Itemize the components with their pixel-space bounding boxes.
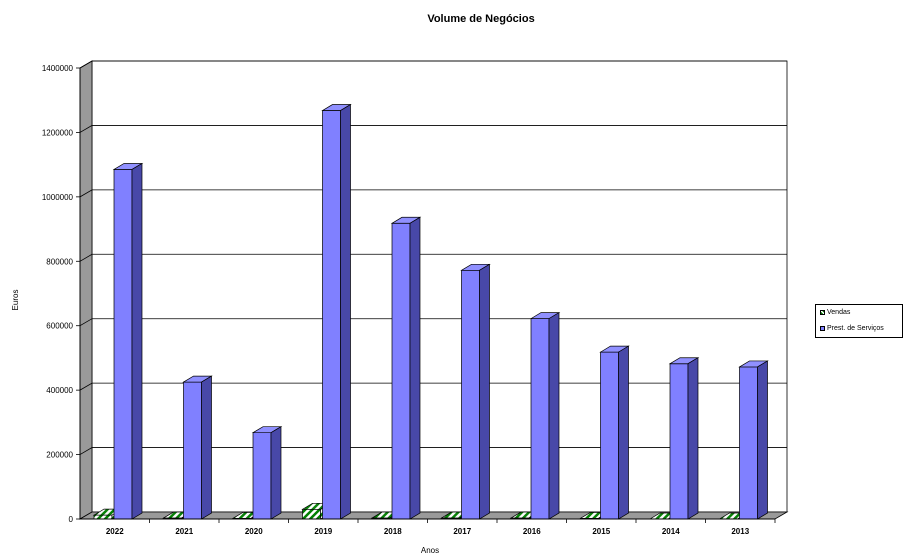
bar-prest-servicos-side xyxy=(409,216,421,520)
legend-item-vendas: Vendas xyxy=(820,309,850,316)
y-tick-label: 1000000 xyxy=(42,193,74,202)
bar-prest-servicos-side xyxy=(618,345,629,520)
bar-prest-servicos-side xyxy=(270,426,282,520)
bar-prest-servicos xyxy=(530,318,550,520)
bar-prest-servicos-side xyxy=(201,375,212,520)
x-tick-label: 2020 xyxy=(245,527,263,536)
y-tick-label: 800000 xyxy=(46,257,73,266)
bar-prest-servicos xyxy=(252,432,272,520)
x-tick-label: 2022 xyxy=(106,527,124,536)
y-tick-label: 1200000 xyxy=(42,128,74,137)
gridline xyxy=(79,253,787,262)
gridline xyxy=(79,125,787,133)
bar-prest-servicos xyxy=(183,381,202,520)
legend-swatch-prest-servicos xyxy=(820,326,825,331)
bar-vendas xyxy=(302,508,321,520)
x-tick-label: 2016 xyxy=(523,527,541,536)
bar-prest-servicos-side xyxy=(687,357,699,520)
bar-prest-servicos-side xyxy=(340,103,351,520)
bar-prest-servicos xyxy=(322,110,341,520)
bar-prest-servicos-side xyxy=(479,263,490,520)
bar-prest-servicos xyxy=(739,366,758,520)
x-tick-label: 2018 xyxy=(384,527,402,536)
bar-prest-servicos-side xyxy=(757,360,768,520)
x-tick-label: 2015 xyxy=(592,527,610,536)
y-tick-label: 200000 xyxy=(46,451,73,460)
legend-item-prest-servicos: Prest. de Serviços xyxy=(820,325,884,332)
chart-title: Volume de Negócios xyxy=(427,13,534,25)
bar-prest-servicos xyxy=(669,363,689,520)
y-tick-label: 0 xyxy=(69,515,74,524)
bar-prest-servicos xyxy=(391,222,411,520)
x-tick-label: 2014 xyxy=(662,527,680,536)
x-tick-label: 2019 xyxy=(314,527,332,536)
bar-prest-servicos xyxy=(113,169,133,520)
y-tick-label: 1400000 xyxy=(42,64,74,73)
y-axis-label: Euros xyxy=(11,290,20,311)
x-tick-label: 2017 xyxy=(453,527,471,536)
bar-prest-servicos-side xyxy=(131,162,143,520)
legend-label-prest-servicos: Prest. de Serviços xyxy=(827,325,884,332)
x-tick-label: 2013 xyxy=(731,527,749,536)
x-tick-label: 2021 xyxy=(175,527,193,536)
plot-area: 0 200000 400000 600000 800000 1000000 1200000 1… xyxy=(42,60,789,536)
gridline xyxy=(79,189,787,198)
y-tick-label: 600000 xyxy=(46,322,73,331)
x-axis-label: Anos xyxy=(421,546,439,554)
y-tick-label: 400000 xyxy=(46,386,73,395)
legend: Vendas Prest. de Serviços xyxy=(815,304,903,338)
side-wall xyxy=(79,60,93,520)
gridline xyxy=(79,60,787,69)
legend-swatch-vendas xyxy=(820,310,825,315)
bar-prest-servicos xyxy=(461,269,480,520)
bar-prest-servicos xyxy=(600,351,619,520)
bar-prest-servicos-side xyxy=(548,312,560,520)
bar-vendas xyxy=(93,514,113,520)
legend-label-vendas: Vendas xyxy=(827,309,851,316)
